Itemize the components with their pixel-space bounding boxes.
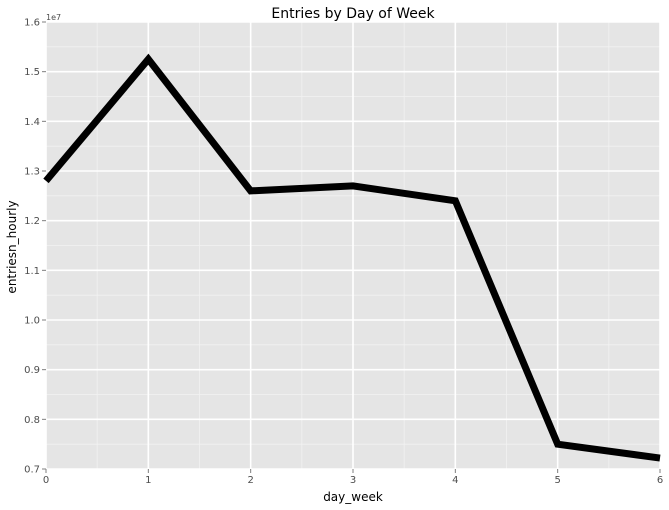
y-tick-label: 1.1 xyxy=(24,266,40,277)
x-tick-label: 5 xyxy=(554,475,560,486)
y-axis-label: entriesn_hourly xyxy=(5,200,19,293)
y-tick-label: 1.5 xyxy=(24,67,40,78)
y-tick-label: 1.3 xyxy=(24,167,40,178)
x-tick-label: 1 xyxy=(145,475,151,486)
y-tick-label: 0.8 xyxy=(24,415,40,426)
y-axis: 0.7 0.8 0.9 1.0 1.1 1.2 1.3 1.4 1.5 1.6 xyxy=(24,18,46,476)
x-axis-label: day_week xyxy=(323,490,383,504)
x-tick-label: 4 xyxy=(452,475,458,486)
major-gridlines xyxy=(45,21,661,470)
x-tick-label: 3 xyxy=(350,475,356,486)
y-tick-label: 1.4 xyxy=(24,117,40,128)
x-axis: 0 1 2 3 4 5 6 xyxy=(43,469,663,486)
y-tick-label: 1.6 xyxy=(24,18,40,29)
y-axis-multiplier: 1e7 xyxy=(46,13,61,22)
y-tick-label: 0.9 xyxy=(24,365,40,376)
chart-title: Entries by Day of Week xyxy=(271,6,435,22)
x-tick-label: 0 xyxy=(43,475,49,486)
series-layer xyxy=(43,53,661,462)
x-tick-label: 2 xyxy=(247,475,253,486)
y-tick-label: 0.7 xyxy=(24,465,40,476)
y-tick-label: 1.0 xyxy=(24,316,40,327)
y-tick-label: 1.2 xyxy=(24,216,40,227)
x-tick-label: 6 xyxy=(657,475,663,486)
